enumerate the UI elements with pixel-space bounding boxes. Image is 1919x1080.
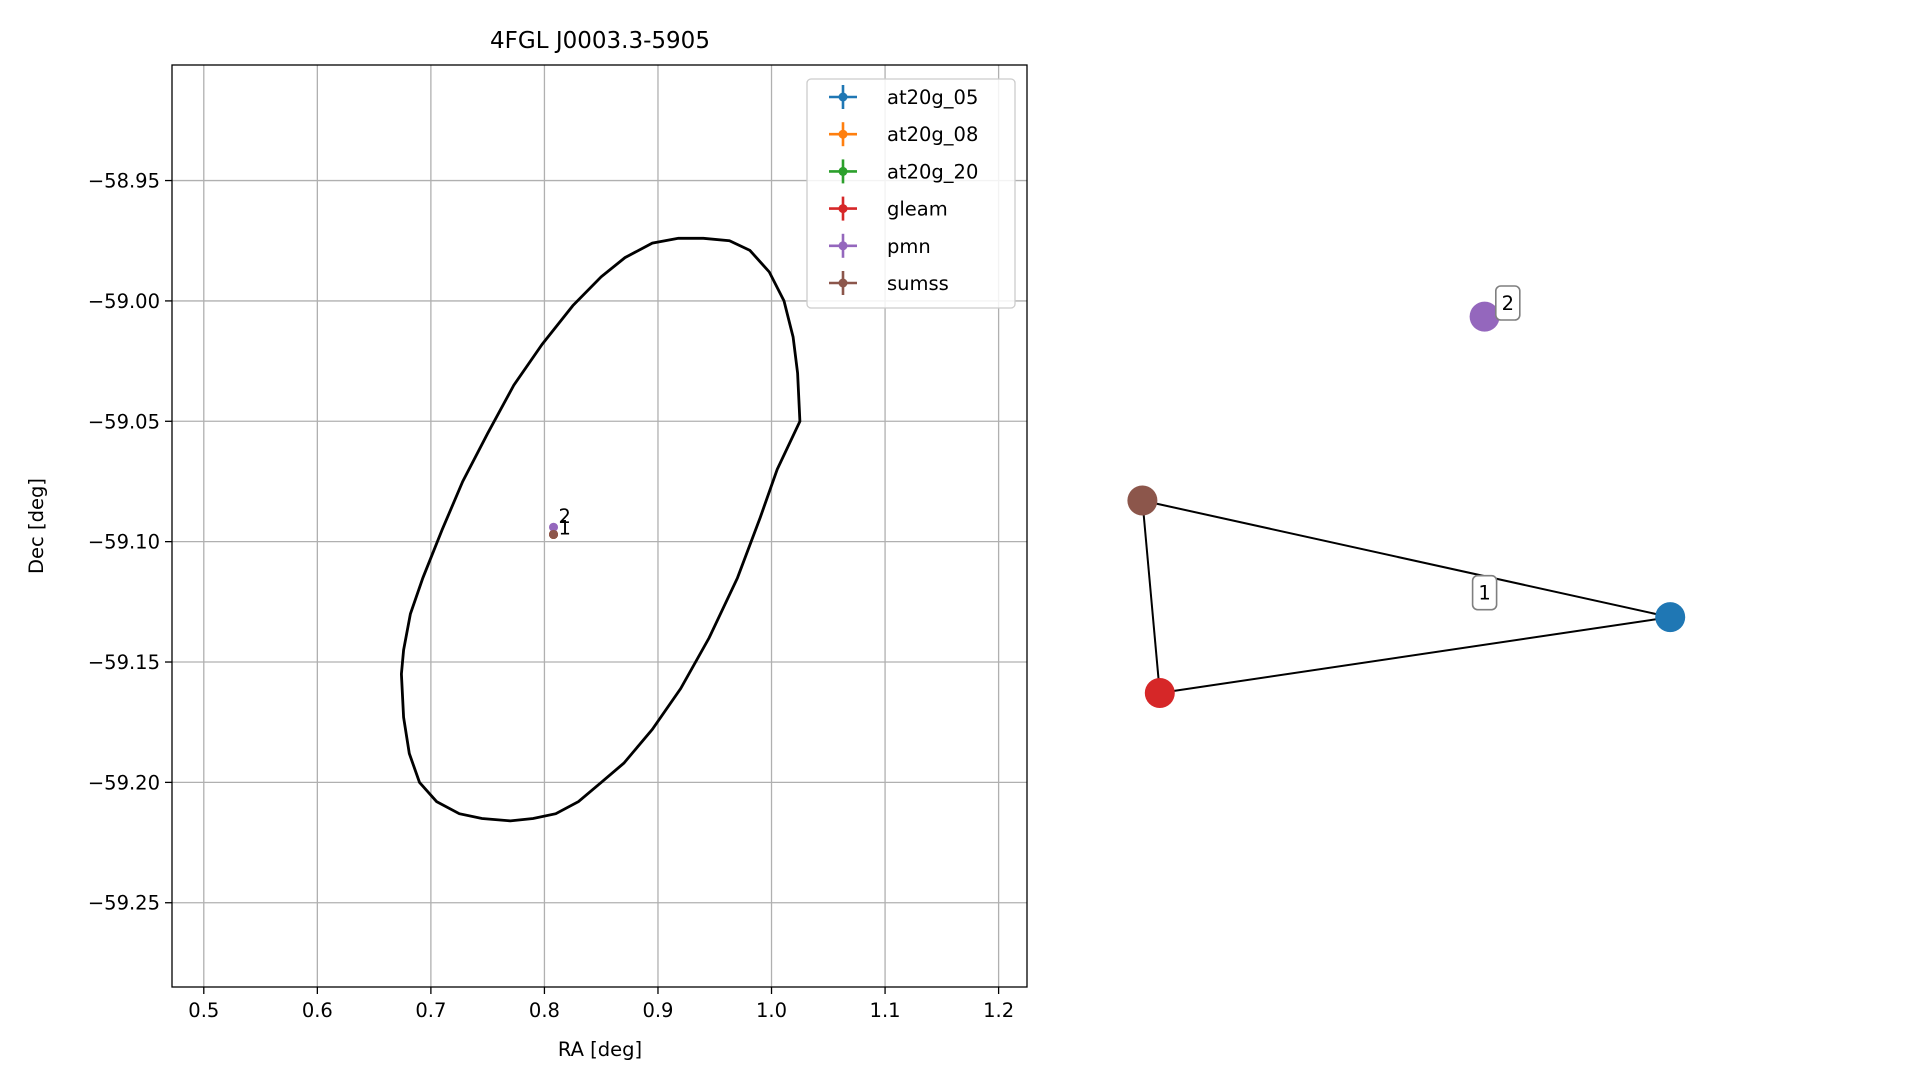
legend-marker-sumss [838, 278, 848, 288]
point-annotations: 21 [559, 505, 571, 539]
graph-label-box [1495, 285, 1521, 321]
y-tick-label: −59.10 [88, 531, 160, 554]
x-tick-label: 0.5 [188, 999, 219, 1022]
y-tick-label: −59.25 [88, 892, 160, 915]
x-tick-label: 1.2 [983, 999, 1014, 1022]
legend-label-at20g_20: at20g_20 [887, 160, 978, 183]
graph-nodes [1127, 301, 1686, 708]
graph-edge [1142, 499, 1671, 619]
x-axis-label: RA [deg] [558, 1038, 642, 1061]
legend-label-at20g_08: at20g_08 [887, 123, 978, 146]
grid-lines [172, 65, 1027, 987]
legend-marker-at20g_05 [838, 92, 848, 102]
annotation-label: 2 [559, 505, 571, 528]
y-tick-label: −59.05 [88, 410, 160, 433]
y-tick-label: −59.15 [88, 651, 160, 674]
x-tick-label: 0.6 [302, 999, 333, 1022]
graph-edge-labels: 12 [1471, 285, 1521, 611]
y-tick-label: −59.20 [88, 771, 160, 794]
legend-label-sumss: sumss [887, 272, 949, 295]
y-axis-label: Dec [deg] [25, 478, 48, 574]
graph-edges [1141, 499, 1671, 694]
marker-sumss [549, 529, 559, 539]
graph-node-at20g_05 [1655, 602, 1686, 633]
chart-title: 4FGL J0003.3-5905 [490, 28, 710, 54]
x-tick-label: 0.7 [415, 999, 446, 1022]
x-tick-label: 1.1 [870, 999, 901, 1022]
legend-label-pmn: pmn [887, 235, 931, 258]
y-tick-label: −58.95 [88, 170, 160, 193]
legend-box [806, 78, 1016, 309]
legend-marker-gleam [838, 204, 848, 214]
graph-node-gleam [1144, 677, 1175, 708]
plot-frame [171, 64, 1028, 988]
legend-marker-at20g_20 [838, 166, 848, 176]
graph-edge [1159, 616, 1671, 694]
x-tick-label: 1.0 [756, 999, 787, 1022]
marker-pmn [549, 522, 559, 532]
graph-label-text: 1 [1478, 582, 1490, 605]
legend-label-gleam: gleam [887, 198, 948, 221]
annotation-label: 1 [559, 516, 571, 539]
graph-edge [1141, 500, 1161, 694]
sky-plot: 4FGL J0003.3-5905 21 0.5 0.6 0.7 0.8 0.9 1.0 1… [25, 28, 1028, 1061]
graph-label-text: 2 [1502, 292, 1514, 315]
x-tick-label: 0.8 [529, 999, 560, 1022]
legend-marker-at20g_08 [838, 129, 848, 139]
legend-label-at20g_05: at20g_05 [887, 86, 978, 109]
y-axis-ticks: −58.95 −59.00 −59.05 −59.10 −59.15 −59.20 −59.… [88, 170, 172, 915]
x-tick-label: 0.9 [642, 999, 673, 1022]
graph-node-sumss [1127, 485, 1158, 516]
match-graph: 12 [1127, 285, 1686, 708]
graph-label-box [1471, 574, 1498, 611]
source-markers [549, 522, 559, 539]
y-tick-label: −59.00 [88, 290, 160, 313]
legend-marker-pmn [838, 241, 848, 251]
x-axis-ticks: 0.5 0.6 0.7 0.8 0.9 1.0 1.1 1.2 [188, 987, 1014, 1022]
graph-node-pmn [1469, 301, 1500, 332]
uncertainty-ellipse [399, 236, 802, 823]
